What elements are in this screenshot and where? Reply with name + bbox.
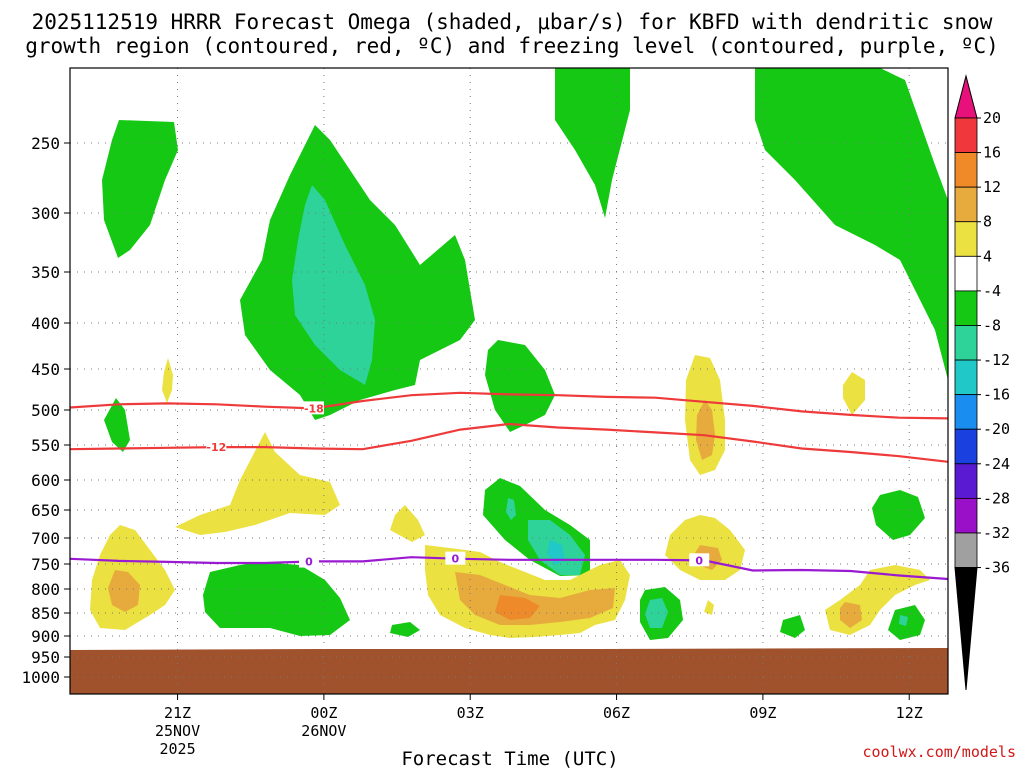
x-tick-label: 21Z bbox=[164, 704, 191, 722]
contour-label--18: -18 bbox=[304, 402, 324, 415]
x-tick-label: 12Z bbox=[896, 704, 923, 722]
colorbar-swatch bbox=[954, 290, 978, 326]
y-tick-label: 650 bbox=[31, 501, 60, 520]
omega-region-yellow bbox=[162, 358, 173, 403]
y-tick-label: 950 bbox=[31, 648, 60, 667]
omega-region-green bbox=[780, 615, 805, 638]
x-tick-year: 2025 bbox=[159, 740, 195, 758]
x-axis-label: Forecast Time (UTC) bbox=[401, 748, 618, 768]
omega-region-green bbox=[872, 490, 925, 540]
x-tick-label: 00Z bbox=[310, 704, 337, 722]
omega-region-light-orange bbox=[108, 570, 140, 612]
contour-label-0: 0 bbox=[695, 554, 703, 567]
x-tick-label: 09Z bbox=[749, 704, 776, 722]
y-tick-label: 700 bbox=[31, 529, 60, 548]
y-axis: 250 300 350 400 450 500 550 600 650 700 750 800 850 9… bbox=[21, 134, 70, 687]
colorbar-swatch bbox=[954, 428, 978, 465]
contours: -18 -12 0 0 0 bbox=[69, 391, 949, 581]
omega-region-green bbox=[755, 68, 948, 380]
y-tick-label: 400 bbox=[31, 314, 60, 333]
y-tick-label: 900 bbox=[31, 627, 60, 646]
colorbar-label: 20 bbox=[983, 109, 1001, 127]
colorbar-bottom-arrow bbox=[954, 567, 978, 691]
y-tick-label: 850 bbox=[31, 604, 60, 623]
colorbar-swatch bbox=[954, 325, 978, 361]
omega-region-green bbox=[555, 68, 630, 218]
chart-title-line-1: 2025112519 HRRR Forecast Omega (shaded, … bbox=[32, 10, 993, 34]
colorbar-swatch bbox=[954, 394, 978, 430]
omega-region-green bbox=[485, 340, 555, 432]
y-tick-label: 600 bbox=[31, 471, 60, 490]
colorbar-label: -28 bbox=[983, 489, 1010, 507]
contour-line--18 bbox=[69, 391, 949, 420]
colorbar-label: -32 bbox=[983, 524, 1010, 542]
colorbar-label: 12 bbox=[983, 178, 1001, 196]
contour-label-0: 0 bbox=[452, 553, 460, 566]
contour-label-bg bbox=[689, 553, 710, 567]
colorbar-swatch bbox=[954, 186, 978, 223]
colorbar-swatch bbox=[954, 255, 978, 292]
y-tick-label: 300 bbox=[31, 204, 60, 223]
colorbar-label: -8 bbox=[983, 316, 1001, 334]
y-tick-label: 550 bbox=[31, 436, 60, 455]
omega-region-green bbox=[203, 562, 350, 636]
chart-title-line-2: growth region (contoured, red, ºC) and f… bbox=[25, 34, 999, 58]
omega-region-teal bbox=[899, 615, 908, 626]
colorbar-label: -20 bbox=[983, 420, 1010, 438]
colorbar-swatch bbox=[954, 117, 978, 153]
omega-region-teal bbox=[645, 598, 668, 628]
colorbar-swatch bbox=[954, 532, 978, 568]
contour-line-0 bbox=[69, 556, 949, 581]
contour-label-bg bbox=[299, 554, 320, 568]
colorbar-label: -4 bbox=[983, 282, 1001, 300]
y-tick-label: 500 bbox=[31, 401, 60, 420]
ground-surface bbox=[70, 648, 948, 694]
contour-label--12: -12 bbox=[206, 441, 226, 454]
contour-label-0: 0 bbox=[305, 556, 313, 569]
colorbar-top-arrow bbox=[954, 74, 978, 119]
omega-region-yellow bbox=[843, 372, 865, 415]
colorbar-label: -24 bbox=[983, 455, 1010, 473]
colorbar-swatch bbox=[954, 221, 978, 257]
plot-frame bbox=[69, 67, 949, 695]
x-tick-date: 25NOV bbox=[155, 722, 200, 740]
y-tick-label: 750 bbox=[31, 555, 60, 574]
credit-link[interactable]: coolwx.com/models bbox=[862, 743, 1016, 761]
y-tick-label: 350 bbox=[31, 263, 60, 282]
colorbar-label: 16 bbox=[983, 144, 1001, 162]
y-tick-label: 450 bbox=[31, 360, 60, 379]
contour-label-bg bbox=[206, 440, 227, 454]
omega-region-teal bbox=[506, 498, 516, 520]
x-tick-label: 06Z bbox=[603, 704, 630, 722]
colorbar-label: 8 bbox=[983, 213, 992, 231]
colorbar: 20 16 12 8 4 -4 -8 -12 -16 -20 -24 -28 -32 -36 bbox=[954, 74, 1010, 691]
omega-region-yellow bbox=[704, 600, 714, 615]
colorbar-label: -16 bbox=[983, 386, 1010, 404]
y-tick-label: 1000 bbox=[21, 668, 60, 687]
colorbar-swatch bbox=[954, 463, 978, 499]
colorbar-label: 4 bbox=[983, 247, 992, 265]
colorbar-swatch bbox=[954, 359, 978, 396]
x-tick-date: 26NOV bbox=[301, 722, 346, 740]
omega-region-light-orange bbox=[840, 602, 862, 628]
omega-region-yellow bbox=[390, 505, 425, 542]
x-tick-label: 03Z bbox=[457, 704, 484, 722]
omega-region-orange bbox=[495, 595, 540, 620]
contour-label-bg bbox=[303, 401, 324, 415]
contour-label-bg bbox=[445, 551, 466, 565]
y-tick-label: 250 bbox=[31, 134, 60, 153]
omega-region-light-orange bbox=[455, 572, 615, 625]
colorbar-label: -36 bbox=[983, 559, 1010, 577]
colorbar-swatch bbox=[954, 497, 978, 534]
omega-region-green bbox=[104, 398, 130, 452]
y-tick-label: 800 bbox=[31, 580, 60, 599]
omega-region-green bbox=[390, 622, 420, 637]
colorbar-swatch bbox=[954, 152, 978, 188]
omega-region-yellow bbox=[175, 432, 340, 535]
colorbar-label: -12 bbox=[983, 351, 1010, 369]
omega-region-teal bbox=[292, 185, 375, 385]
omega-region-green bbox=[102, 120, 178, 258]
